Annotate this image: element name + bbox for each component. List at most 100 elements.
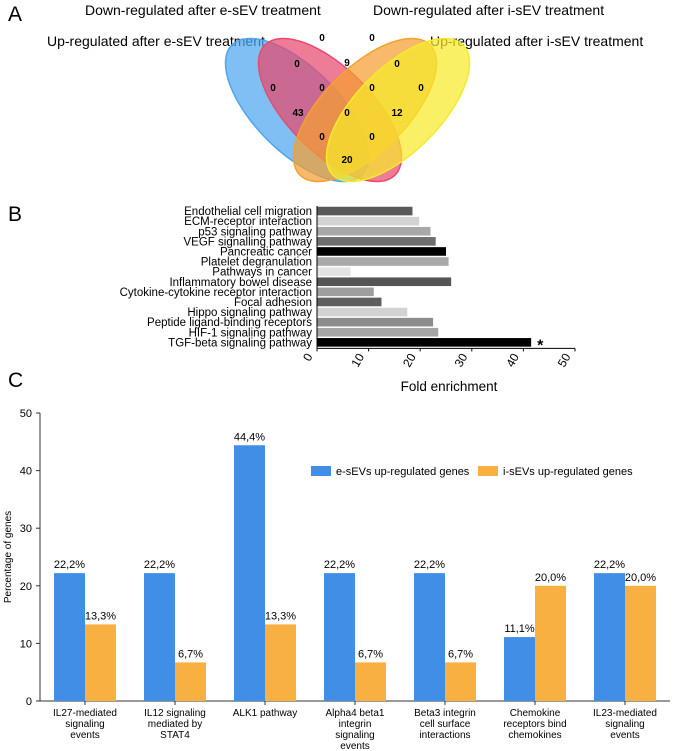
percentage-category-label: signaling <box>65 719 104 730</box>
venn-set-label-down-esev: Down-regulated after e-sEV treatment <box>85 2 321 18</box>
enrichment-bar <box>317 277 452 287</box>
enrichment-category-label: ECM-receptor interaction <box>184 216 312 228</box>
venn-region-count: 0 <box>344 108 350 119</box>
percentage-category-label: cell surface <box>420 719 471 730</box>
venn-region-count: 0 <box>319 132 325 143</box>
percentage-bar-value-label: 6,7% <box>358 648 383 660</box>
enrichment-bar <box>317 307 408 317</box>
percentage-bar <box>234 445 265 701</box>
enrichment-x-tick-label: 0 <box>300 351 316 364</box>
enrichment-category-label: VEGF signalling pathway <box>184 236 313 248</box>
enrichment-category-label: Platelet degranulation <box>201 257 312 269</box>
percentage-category-label: mediated by <box>148 719 202 730</box>
enrichment-bar <box>317 297 382 307</box>
percentage-bar-value-label: 6,7% <box>448 648 473 660</box>
percentage-bar-value-label: 13,3% <box>265 610 296 622</box>
percentage-bar <box>54 573 85 701</box>
percentage-bar <box>414 573 445 701</box>
percentage-y-tick-label: 10 <box>20 638 32 650</box>
enrichment-bar <box>317 247 446 256</box>
percentage-category-label: Alpha4 beta1 <box>326 708 385 719</box>
percentage-y-tick-label: 50 <box>20 408 32 420</box>
enrichment-category-label: Inflammatory bowel disease <box>169 277 312 289</box>
percentage-chart: 0 10 20 30 40 50 Percentage of genes 22,2% 13,3%… <box>3 408 670 751</box>
enrichment-bar <box>317 206 413 216</box>
percentage-bar <box>324 573 355 701</box>
percentage-category-label: interactions <box>419 730 470 741</box>
percentage-y-tick-label: 30 <box>20 523 32 535</box>
legend-label: i-sEVs up-regulated genes <box>503 466 633 478</box>
percentage-category-label: integrin <box>339 719 372 730</box>
enrichment-bar <box>317 216 420 226</box>
panel-c-letter: C <box>8 369 23 392</box>
percentage-bar-value-label: 22,2% <box>324 559 355 571</box>
enrichment-x-tick-label: 30 <box>452 351 471 370</box>
percentage-bar <box>594 573 625 701</box>
enrichment-bar <box>317 237 436 246</box>
percentage-bar <box>625 585 656 701</box>
venn-set-label-up-isev: Up-regulated after i-sEV treatment <box>430 33 643 49</box>
enrichment-category-label: Cytokine-cytokine receptor interaction <box>120 287 312 299</box>
percentage-bar <box>504 637 535 701</box>
significance-asterisk: * <box>537 337 544 354</box>
enrichment-category-label: Focal adhesion <box>234 297 312 309</box>
venn-region-count: 0 <box>418 83 424 94</box>
percentage-y-tick-label: 40 <box>20 466 32 478</box>
percentage-category-label: events <box>610 730 639 741</box>
percentage-bar <box>535 585 566 701</box>
enrichment-x-tick-label: 20 <box>400 351 419 370</box>
percentage-category-label: chemokines <box>508 730 561 741</box>
venn-shapes <box>224 37 471 183</box>
percentage-category-label: signaling <box>605 719 644 730</box>
enrichment-bar <box>317 317 434 327</box>
enrichment-x-tick-label: 50 <box>555 351 574 370</box>
enrichment-category-label: TGF-beta signaling pathway <box>168 337 312 349</box>
venn-set-label-down-isev: Down-regulated after i-sEV treatment <box>373 2 604 18</box>
percentage-bar-value-label: 22,2% <box>594 559 625 571</box>
venn-region-count: 0 <box>394 59 400 70</box>
percentage-bar <box>355 662 386 701</box>
enrichment-bar <box>317 327 439 337</box>
percentage-category-label: receptors bind <box>503 719 566 730</box>
percentage-bar-value-label: 20,0% <box>625 572 656 584</box>
percentage-category-label: IL27-mediated <box>53 708 117 719</box>
percentage-bar-value-label: 11,1% <box>504 623 535 635</box>
percentage-bar-value-label: 44,4% <box>234 431 265 443</box>
legend-label: e-sEVs up-regulated genes <box>336 466 470 478</box>
percentage-category-label: events <box>70 730 99 741</box>
venn-region-count: 0 <box>369 33 375 44</box>
enrichment-category-label: p53 signaling pathway <box>198 226 312 238</box>
venn-region-count: 12 <box>391 108 403 119</box>
legend-swatch <box>478 466 498 476</box>
venn-region-count: 0 <box>319 33 325 44</box>
percentage-y-tick-label: 20 <box>20 581 32 593</box>
percentage-category-label: events <box>340 741 369 751</box>
percentage-category-label: Chemokine <box>510 708 561 719</box>
enrichment-x-tick-label: 10 <box>348 351 367 370</box>
percentage-bar-value-label: 22,2% <box>414 559 445 571</box>
venn-region-count: 0 <box>294 59 300 70</box>
percentage-bar-value-label: 22,2% <box>54 559 85 571</box>
venn-set-label-up-esev: Up-regulated after e-sEV treatment <box>47 33 265 49</box>
venn-region-count: 0 <box>369 83 375 94</box>
enrichment-category-label: Endothelial cell migration <box>184 206 312 218</box>
enrichment-bar <box>317 338 532 347</box>
venn-region-count: 43 <box>292 108 304 119</box>
percentage-y-tick-label: 0 <box>26 696 32 708</box>
venn-region-count: 0 <box>319 83 325 94</box>
venn-set-ellipse <box>325 37 471 183</box>
enrichment-bar <box>317 257 449 266</box>
percentage-bar <box>175 662 206 701</box>
enrichment-bar <box>317 287 374 297</box>
percentage-category-label: signaling <box>335 730 374 741</box>
enrichment-category-label: Pancreatic cancer <box>220 246 312 258</box>
enrichment-category-label: HIF-1 signaling pathway <box>189 327 313 339</box>
percentage-bar <box>85 624 116 701</box>
venn-region-count: 20 <box>341 155 353 166</box>
percentage-category-label: STAT4 <box>160 730 190 741</box>
percentage-bar-value-label: 20,0% <box>535 572 566 584</box>
percentage-bar <box>265 624 296 701</box>
panel-b-letter: B <box>8 203 22 226</box>
legend-swatch <box>311 466 331 476</box>
